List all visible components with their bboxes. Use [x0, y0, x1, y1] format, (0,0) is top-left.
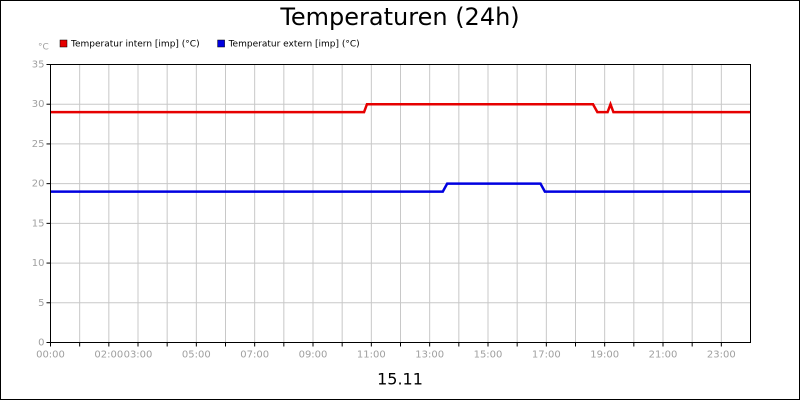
x-tick-label: 23:00 [707, 350, 736, 361]
legend-swatch [217, 39, 225, 48]
x-axis-label: 15.11 [377, 370, 423, 389]
chart-title: Temperaturen (24h) [279, 3, 519, 31]
plot-border [50, 64, 751, 343]
y-tick-label: 25 [32, 139, 45, 150]
x-tick-label: 02:00 [94, 350, 123, 361]
x-tick-label: 17:00 [532, 350, 561, 361]
x-tick-label: 15:00 [474, 350, 503, 361]
series-line [50, 182, 751, 193]
y-tick-label: 20 [32, 179, 45, 190]
y-unit: °C [38, 43, 49, 53]
x-tick-label: 09:00 [299, 350, 328, 361]
legend-label: Temperatur extern [imp] (°C) [228, 40, 360, 50]
y-tick-label: 5 [38, 298, 44, 309]
lines [50, 100, 751, 193]
x-tick-label: 11:00 [357, 350, 386, 361]
x-tick-label: 00:00 [36, 350, 65, 361]
x-tick-label: 07:00 [240, 350, 269, 361]
y-tick-label: 35 [32, 60, 45, 71]
x-tick-label: 03:00 [124, 350, 153, 361]
series-line [50, 100, 751, 114]
x-tick-label: 05:00 [182, 350, 211, 361]
x-tick-label: 19:00 [590, 350, 619, 361]
y-tick-label: 15 [32, 218, 45, 229]
legend: Temperatur intern [imp] (°C) Temperatur e… [59, 39, 360, 50]
x-tick-label: 21:00 [649, 350, 678, 361]
y-tick-label: 10 [32, 258, 45, 269]
y-tick-label: 30 [32, 99, 45, 110]
legend-swatch [59, 39, 68, 48]
x-tick-label: 13:00 [415, 350, 444, 361]
y-tick-label: 0 [38, 338, 44, 349]
legend-label: Temperatur intern [imp] (°C) [70, 40, 200, 50]
